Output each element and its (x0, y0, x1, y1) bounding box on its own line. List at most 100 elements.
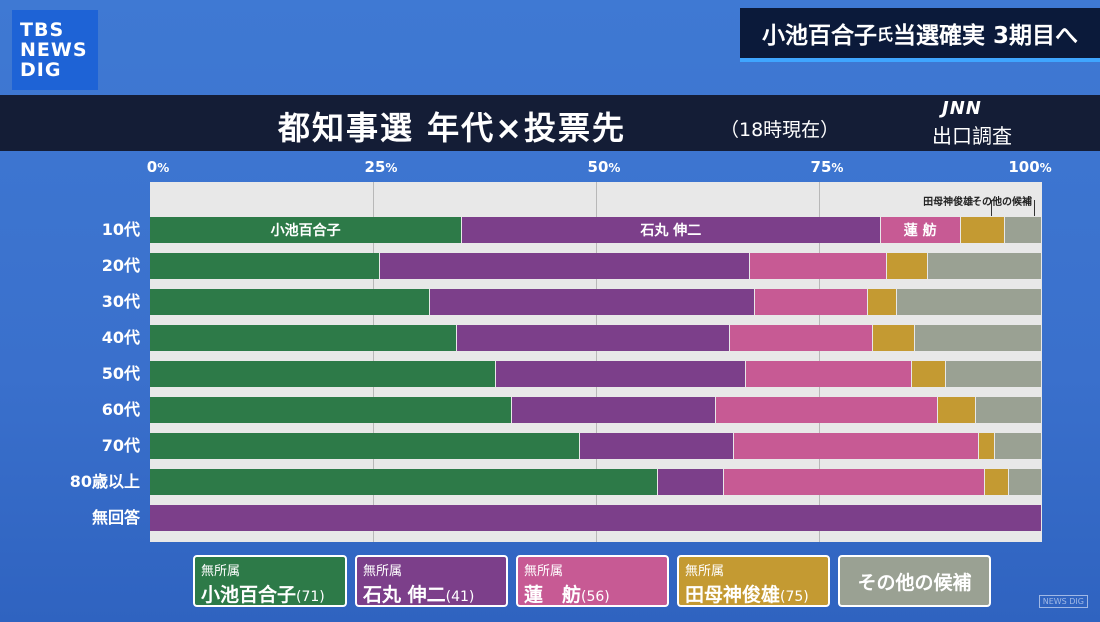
headline-accent-line (740, 58, 1100, 62)
bar-tamogami (937, 397, 975, 423)
bar-ishimaru: 石丸 伸二 (462, 217, 880, 243)
row-label: 70代 (101, 436, 140, 455)
bar-koike (150, 469, 657, 495)
tbs-news-dig-logo: TBS NEWS DIG (12, 10, 98, 90)
bar-renho (745, 361, 911, 387)
jnn-logo: JNN (942, 98, 982, 119)
bar-renho (716, 397, 937, 423)
bar-other (994, 433, 1041, 459)
bar-ishimaru (657, 469, 723, 495)
x-tick-value: 75 (810, 158, 832, 176)
headline-rest: 当選確実 3期目へ (893, 23, 1079, 49)
bar-other (927, 253, 1041, 279)
x-tick-label: 50% (588, 158, 621, 176)
chart-title: 都知事選 年代×投票先 (278, 109, 626, 147)
bar-koike (150, 397, 512, 423)
annotation-leader (991, 200, 993, 216)
chart-subtitle: （18時現在） (720, 119, 840, 141)
legend-item-renho: 無所属蓮 舫(56) (516, 555, 669, 607)
legend-age: (41) (445, 589, 475, 605)
bar-ishimaru (150, 505, 1041, 531)
bar-label: 蓮 舫 (903, 223, 937, 239)
x-tick-label: 75% (811, 158, 844, 176)
x-tick-unit: % (157, 161, 170, 175)
bar-renho (729, 325, 873, 351)
bar-other (975, 397, 1041, 423)
legend-party: 無所属 (685, 564, 725, 579)
x-tick-unit: % (385, 161, 398, 175)
headline-honorific: 氏 (876, 25, 893, 44)
row-label: 無回答 (91, 508, 140, 527)
annotation-tamogami: 田母神俊雄 (923, 197, 974, 208)
bar-other (1008, 469, 1041, 495)
bar-other (897, 289, 1041, 315)
bar-ishimaru (430, 289, 754, 315)
bar-tamogami (873, 325, 915, 351)
legend-name: 田母神俊雄(75) (685, 584, 809, 606)
row-label: 30代 (101, 292, 140, 311)
row-label: 10代 (101, 220, 140, 239)
bar-other (945, 361, 1041, 387)
bar-renho (734, 433, 978, 459)
bar-koike (150, 289, 430, 315)
x-tick-unit: % (831, 161, 844, 175)
bar-ishimaru (579, 433, 734, 459)
bar-renho (723, 469, 984, 495)
legend-item-tamogami: 無所属田母神俊雄(75) (677, 555, 830, 607)
x-tick-value: 0 (146, 158, 158, 176)
legend-party: 無所属 (524, 564, 564, 579)
bar-ishimaru (380, 253, 750, 279)
bar-label: 小池百合子 (270, 223, 341, 239)
bar-label: 石丸 伸二 (640, 223, 702, 239)
x-tick-label: 25% (365, 158, 398, 176)
legend-age: (71) (296, 589, 325, 605)
watermark: NEWS DIG (1038, 595, 1088, 608)
bar-other (1005, 217, 1041, 243)
legend-item-ishimaru: 無所属石丸 伸二(41) (355, 555, 508, 607)
bar-other (915, 325, 1041, 351)
row-label: 60代 (101, 400, 140, 419)
headline-main: 小池百合子 (761, 23, 877, 49)
x-tick-unit: % (1039, 161, 1052, 175)
x-tick-value: 100 (1008, 158, 1040, 176)
annotation-leader (1034, 200, 1035, 216)
bar-tamogami (868, 289, 897, 315)
legend-name: 小池百合子(71) (201, 584, 325, 606)
bar-ishimaru (512, 397, 716, 423)
news-headline: 小池百合子氏 当選確実 3期目へ (740, 8, 1100, 58)
legend-name: 蓮 舫(56) (524, 584, 610, 606)
row-label: 80歳以上 (69, 472, 140, 491)
bar-tamogami (911, 361, 945, 387)
legend-party: 無所属 (363, 564, 403, 579)
bar-koike (150, 325, 456, 351)
legend-name: その他の候補 (857, 571, 972, 594)
bar-tamogami (978, 433, 994, 459)
logo-line-2: NEWS (20, 39, 88, 61)
bar-koike (150, 253, 380, 279)
row-label: 40代 (101, 328, 140, 347)
bar-koike (150, 433, 579, 459)
legend-item-other: その他の候補 (838, 555, 991, 607)
legend-age: (75) (780, 589, 809, 605)
bar-renho: 蓮 舫 (880, 217, 960, 243)
bar-koike: 小池百合子 (150, 217, 462, 243)
legend-name: 石丸 伸二(41) (363, 584, 475, 606)
legend-item-koike: 無所属小池百合子(71) (193, 555, 347, 607)
annotation-other: その他の候補 (972, 197, 1032, 208)
title-banner: 都知事選 年代×投票先 （18時現在） JNN 出口調査 (0, 95, 1100, 151)
bar-tamogami (886, 253, 927, 279)
x-tick-label: 100% (1008, 158, 1051, 176)
legend-party: 無所属 (201, 564, 241, 579)
legend-age: (56) (581, 589, 610, 605)
row-label: 20代 (101, 256, 140, 275)
row-label: 50代 (101, 364, 140, 383)
bar-tamogami (984, 469, 1008, 495)
bar-ishimaru (496, 361, 745, 387)
bar-renho (750, 253, 886, 279)
bar-koike (150, 361, 496, 387)
logo-line-3: DIG (20, 59, 62, 81)
x-tick-value: 25 (364, 158, 386, 176)
bar-ishimaru (456, 325, 729, 351)
x-tick-value: 50 (587, 158, 609, 176)
x-tick-unit: % (608, 161, 621, 175)
